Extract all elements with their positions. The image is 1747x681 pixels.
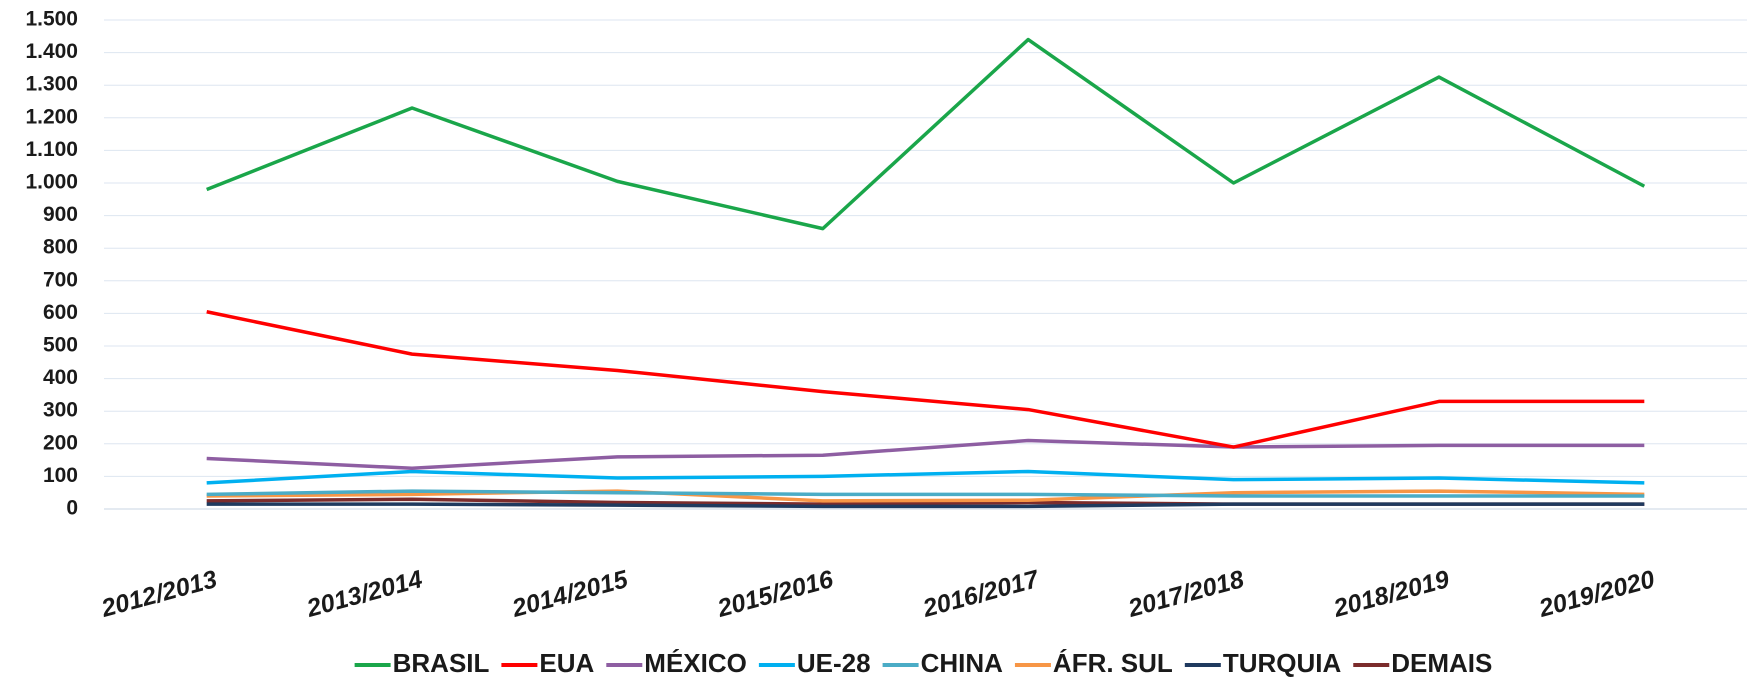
series-line <box>206 310 1645 449</box>
y-tick-label: 200 <box>43 431 78 454</box>
y-tick-label: 100 <box>43 464 78 487</box>
series-line <box>206 438 1645 470</box>
y-tick-label: 1.000 <box>25 171 78 194</box>
x-tick-label: 2018/2019 <box>1330 565 1452 623</box>
series-line <box>206 469 1645 485</box>
legend-label: UE-28 <box>797 648 871 678</box>
y-tick-label: 500 <box>43 334 78 357</box>
legend-label: CHINA <box>921 648 1004 678</box>
legend-label: DEMAIS <box>1391 648 1492 678</box>
legend-label: EUA <box>539 648 594 678</box>
x-tick-label: 2013/2014 <box>303 565 425 623</box>
y-tick-label: 900 <box>43 203 78 226</box>
y-tick-label: 1.300 <box>25 73 78 96</box>
legend-label: BRASIL <box>393 648 490 678</box>
y-tick-label: 1.500 <box>25 8 78 31</box>
x-tick-label: 2012/2013 <box>98 565 220 623</box>
legend-label: MÉXICO <box>644 648 747 678</box>
y-tick-label: 1.200 <box>25 105 78 128</box>
x-tick-label: 2019/2020 <box>1535 565 1657 623</box>
y-tick-label: 800 <box>43 236 78 259</box>
x-tick-label: 2014/2015 <box>508 565 631 623</box>
y-tick-label: 400 <box>43 366 78 389</box>
y-tick-label: 700 <box>43 268 78 291</box>
y-tick-label: 1.100 <box>25 138 78 161</box>
series-line <box>206 489 1645 498</box>
y-tick-label: 600 <box>43 301 78 324</box>
x-tick-label: 2015/2016 <box>714 565 837 623</box>
legend: BRASIL EUA MÉXICO UE-28 CHINA ÁFR. SUL TURQUIA… <box>354 648 1492 678</box>
y-tick-label: 300 <box>43 399 78 422</box>
x-tick-label: 2016/2017 <box>919 565 1042 623</box>
series-line <box>206 489 1645 503</box>
series-line <box>206 37 1646 231</box>
y-tick-label: 0 <box>66 497 78 520</box>
y-tick-label: 1.400 <box>25 40 78 63</box>
x-tick-label: 2017/2018 <box>1124 565 1246 623</box>
legend-label: ÁFR. SUL <box>1053 648 1173 678</box>
series-line <box>206 502 1645 509</box>
legend-label: TURQUIA <box>1223 648 1342 678</box>
